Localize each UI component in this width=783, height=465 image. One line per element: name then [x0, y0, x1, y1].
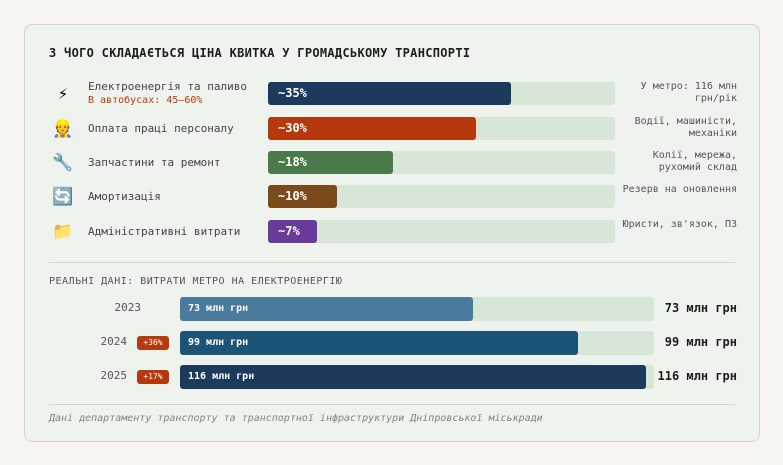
cost-bar: ~30% — [268, 117, 477, 140]
metro-value: 73 млн грн — [664, 301, 737, 315]
cost-bar: ~18% — [268, 151, 393, 174]
cost-row: ⚡ Електроенергія та паливо В автобусах: 4… — [25, 80, 761, 106]
cost-row: 📁 Адміністративні витрати ~7% Юристи, зв… — [25, 219, 761, 244]
cost-bar-track: ~10% — [268, 185, 615, 208]
divider — [49, 262, 735, 263]
metro-bar: 116 млн грн — [180, 365, 646, 389]
cost-bar-track: ~7% — [268, 220, 615, 243]
metro-row: 2024 +36% 99 млн грн 99 млн грн — [25, 331, 761, 355]
metro-bar-track: 99 млн грн — [180, 331, 654, 355]
metro-row: 2025 +17% 116 млн грн 116 млн грн — [25, 365, 761, 389]
metro-value: 99 млн грн — [664, 335, 737, 349]
cost-label-text: Електроенергія та паливо — [88, 80, 247, 93]
page-title: З ЧОГО СКЛАДАЄТЬСЯ ЦІНА КВИТКА У ГРОМАДС… — [49, 46, 471, 60]
divider — [49, 404, 735, 405]
cost-note: У метро: 116 млн грн/рік — [640, 81, 737, 104]
cost-label: Електроенергія та паливо В автобусах: 45–… — [88, 80, 247, 106]
metro-bar: 99 млн грн — [180, 331, 578, 355]
worker-icon: 👷 — [52, 119, 74, 139]
metro-row: 2023 73 млн грн 73 млн грн — [25, 297, 761, 321]
source-footnote: Дані департаменту транспорту та транспор… — [49, 413, 543, 424]
cost-bar: ~35% — [268, 82, 511, 105]
metro-bar: 73 млн грн — [180, 297, 474, 321]
cost-bar-track: ~18% — [268, 151, 615, 174]
cost-bar: ~7% — [268, 220, 317, 243]
cost-note: Колії, мережа, рухомий склад — [652, 150, 737, 173]
lightning-icon: ⚡ — [57, 84, 69, 104]
cost-label-text: Запчастини та ремонт — [88, 156, 221, 169]
cycle-icon: 🔄 — [52, 187, 74, 207]
cost-row: 🔄 Амортизація ~10% Резерв на оновлення — [25, 184, 761, 209]
cost-label: Амортизація — [88, 190, 161, 203]
cost-bar-track: ~35% — [268, 82, 615, 105]
year-label: 2024 — [100, 335, 128, 348]
cost-label: Оплата праці персоналу — [88, 122, 234, 135]
cost-bar: ~10% — [268, 185, 338, 208]
metro-bar-track: 116 млн грн — [180, 365, 654, 389]
year-label: 2025 — [100, 369, 128, 382]
section-heading: РЕАЛЬНІ ДАНІ: ВИТРАТИ МЕТРО НА ЕЛЕКТРОЕН… — [49, 276, 343, 287]
growth-badge: +17% — [137, 370, 169, 384]
year-label: 2023 — [114, 301, 142, 314]
cost-label-text: Адміністративні витрати — [88, 225, 241, 238]
cost-note: Водії, машиністи, механіки — [634, 116, 737, 139]
growth-badge: +36% — [137, 336, 169, 350]
wrench-icon: 🔧 — [52, 153, 74, 173]
cost-label-text: Амортизація — [88, 190, 161, 203]
cost-sublabel: В автобусах: 45–60% — [88, 95, 203, 106]
cost-note: Юристи, зв'язок, ПЗ — [622, 219, 737, 230]
folder-icon: 📁 — [52, 222, 74, 242]
cost-card: З ЧОГО СКЛАДАЄТЬСЯ ЦІНА КВИТКА У ГРОМАДС… — [24, 24, 760, 442]
metro-bar-track: 73 млн грн — [180, 297, 654, 321]
cost-label-text: Оплата праці персоналу — [88, 122, 234, 135]
cost-note: Резерв на оновлення — [622, 184, 737, 195]
cost-row: 🔧 Запчастини та ремонт ~18% Колії, мереж… — [25, 150, 761, 175]
cost-label: Запчастини та ремонт — [88, 156, 220, 169]
metro-value: 116 млн грн — [657, 369, 737, 383]
cost-row: 👷 Оплата праці персоналу ~30% Водії, маш… — [25, 116, 761, 141]
cost-label: Адміністративні витрати — [88, 225, 240, 238]
cost-bar-track: ~30% — [268, 117, 615, 140]
